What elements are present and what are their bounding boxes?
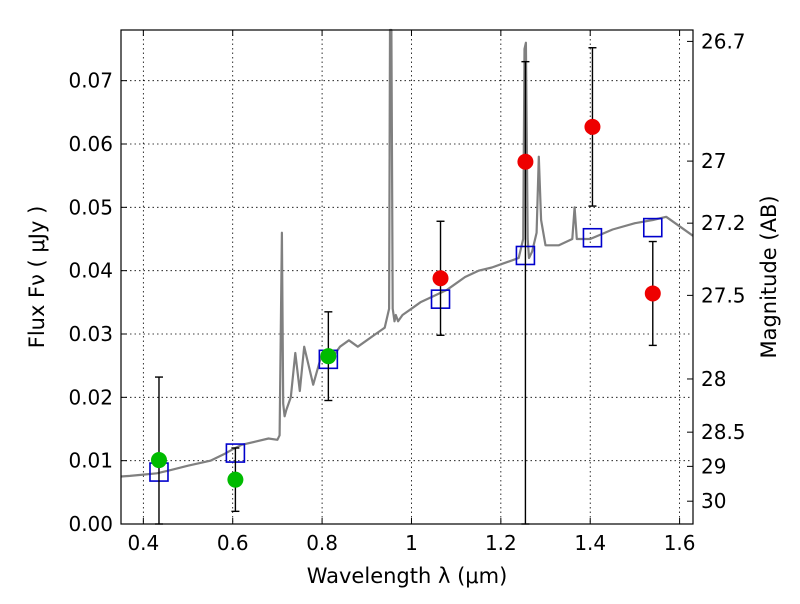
red-data-point	[517, 153, 534, 170]
y-tick-label: 0.05	[68, 195, 113, 219]
x-tick-label: 1.4	[574, 531, 606, 555]
x-tick-label: 0.6	[217, 531, 249, 555]
y-tick-label: 0.02	[68, 385, 113, 409]
y-tick-label: 0.07	[68, 69, 113, 93]
y2-tick-label: 26.7	[701, 29, 746, 53]
y2-tick-label: 27.5	[701, 283, 746, 307]
y2-tick-label: 29	[701, 454, 726, 478]
plot-background	[121, 30, 693, 524]
x-tick-label: 1	[405, 531, 418, 555]
y-tick-label: 0.03	[68, 322, 113, 346]
x-tick-label: 0.8	[306, 531, 338, 555]
x-tick-label: 1.6	[664, 531, 696, 555]
red-data-point	[584, 118, 601, 135]
green-data-point	[320, 348, 337, 365]
y2-tick-label: 27.2	[701, 211, 746, 235]
x-tick-label: 1.2	[485, 531, 517, 555]
x-tick-label: 0.4	[127, 531, 159, 555]
model-point	[582, 227, 603, 248]
y2-tick-label: 28	[701, 367, 726, 391]
y-tick-label: 0.06	[68, 132, 113, 156]
green-data-point	[150, 452, 167, 469]
y-tick-label: 0.00	[68, 512, 113, 536]
spectrum-line	[120, 28, 694, 478]
y2-axis-title: Magnitude (AB)	[757, 195, 781, 358]
y-axis-title: Flux Fν ( μJy )	[25, 206, 49, 349]
axes: 0.4 0.6 0.8 1 1.2 1.4 1.6 0.00 0.01 0.02 0.03 0.04 0…	[68, 29, 745, 555]
data-layer	[120, 28, 694, 525]
y2-tick-label: 30	[701, 489, 726, 513]
green-data-point	[227, 471, 244, 488]
y2-tick-label: 28.5	[701, 420, 746, 444]
y-tick-label: 0.01	[68, 449, 113, 473]
model-point	[642, 217, 663, 238]
y-tick-label: 0.04	[68, 259, 113, 283]
red-data-point	[644, 285, 661, 302]
red-data-point	[432, 270, 449, 287]
x-axis-title: Wavelength λ (μm)	[307, 564, 508, 588]
plot-frame	[120, 29, 694, 525]
y2-tick-label: 27	[701, 149, 726, 173]
